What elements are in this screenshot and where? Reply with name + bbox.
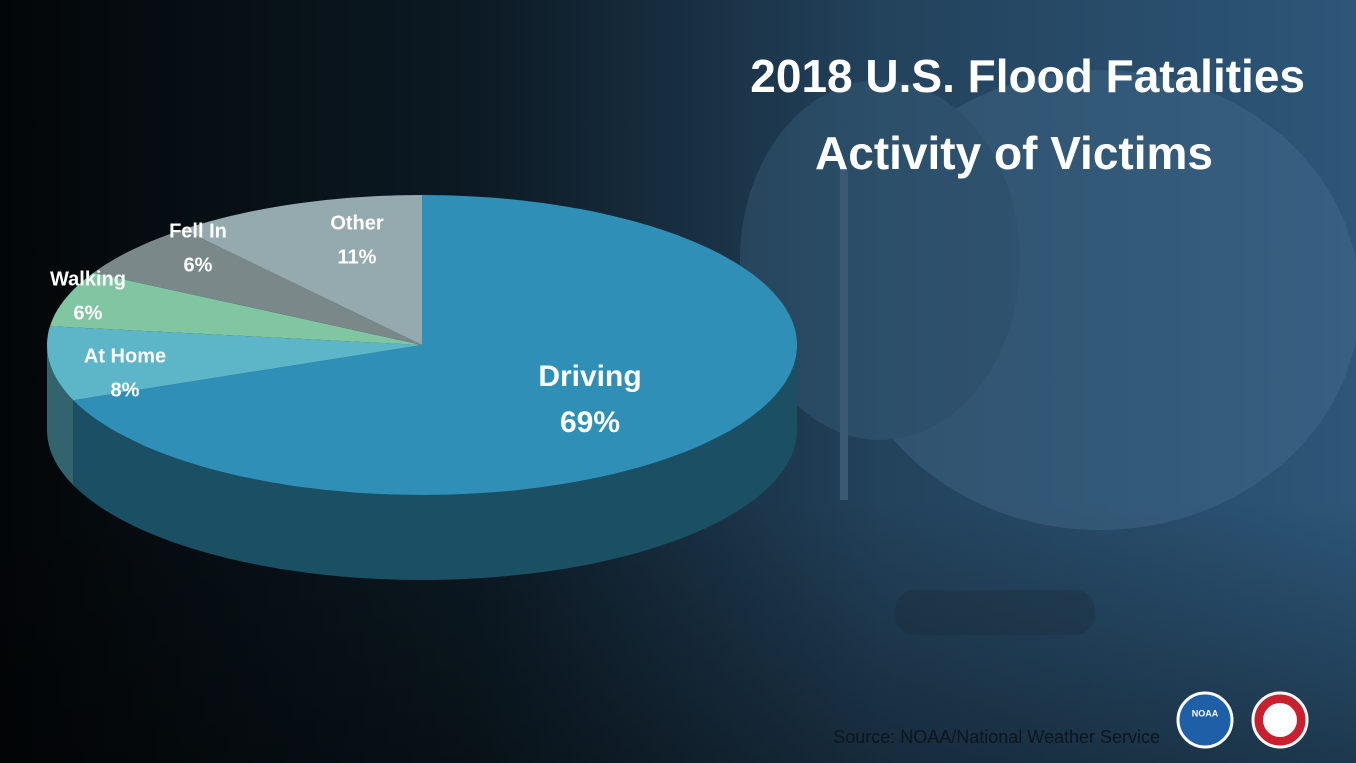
slice-category-label: Other [330, 212, 384, 234]
source: Source: NOAA/National Weather Service [833, 727, 1160, 747]
chart-title: 2018 U.S. Flood Fatalities [750, 50, 1305, 102]
slice-category-label: At Home [84, 345, 166, 367]
logo-noaa [1178, 693, 1232, 747]
logo-noaa-text: NOAA [1192, 708, 1219, 718]
slice-category-label: Fell In [169, 220, 227, 242]
slice-value-label: 8% [111, 379, 140, 401]
pie: Driving 69% At Home 8% Walking 6% Fell In 6% Oth… [47, 195, 797, 580]
chart-subtitle: Activity of Victims [815, 127, 1213, 179]
slide: 2018 U.S. Flood Fatalities Activity of V… [0, 0, 1356, 763]
slice-category-label: Driving [538, 360, 641, 393]
logo-nws-inner [1263, 703, 1297, 737]
slice-value-label: 6% [74, 302, 103, 324]
slice-value-label: 69% [560, 406, 620, 439]
slice-value-label: 6% [184, 254, 213, 276]
slice-value-label: 11% [338, 246, 377, 268]
slice-category-label: Walking [50, 268, 126, 290]
